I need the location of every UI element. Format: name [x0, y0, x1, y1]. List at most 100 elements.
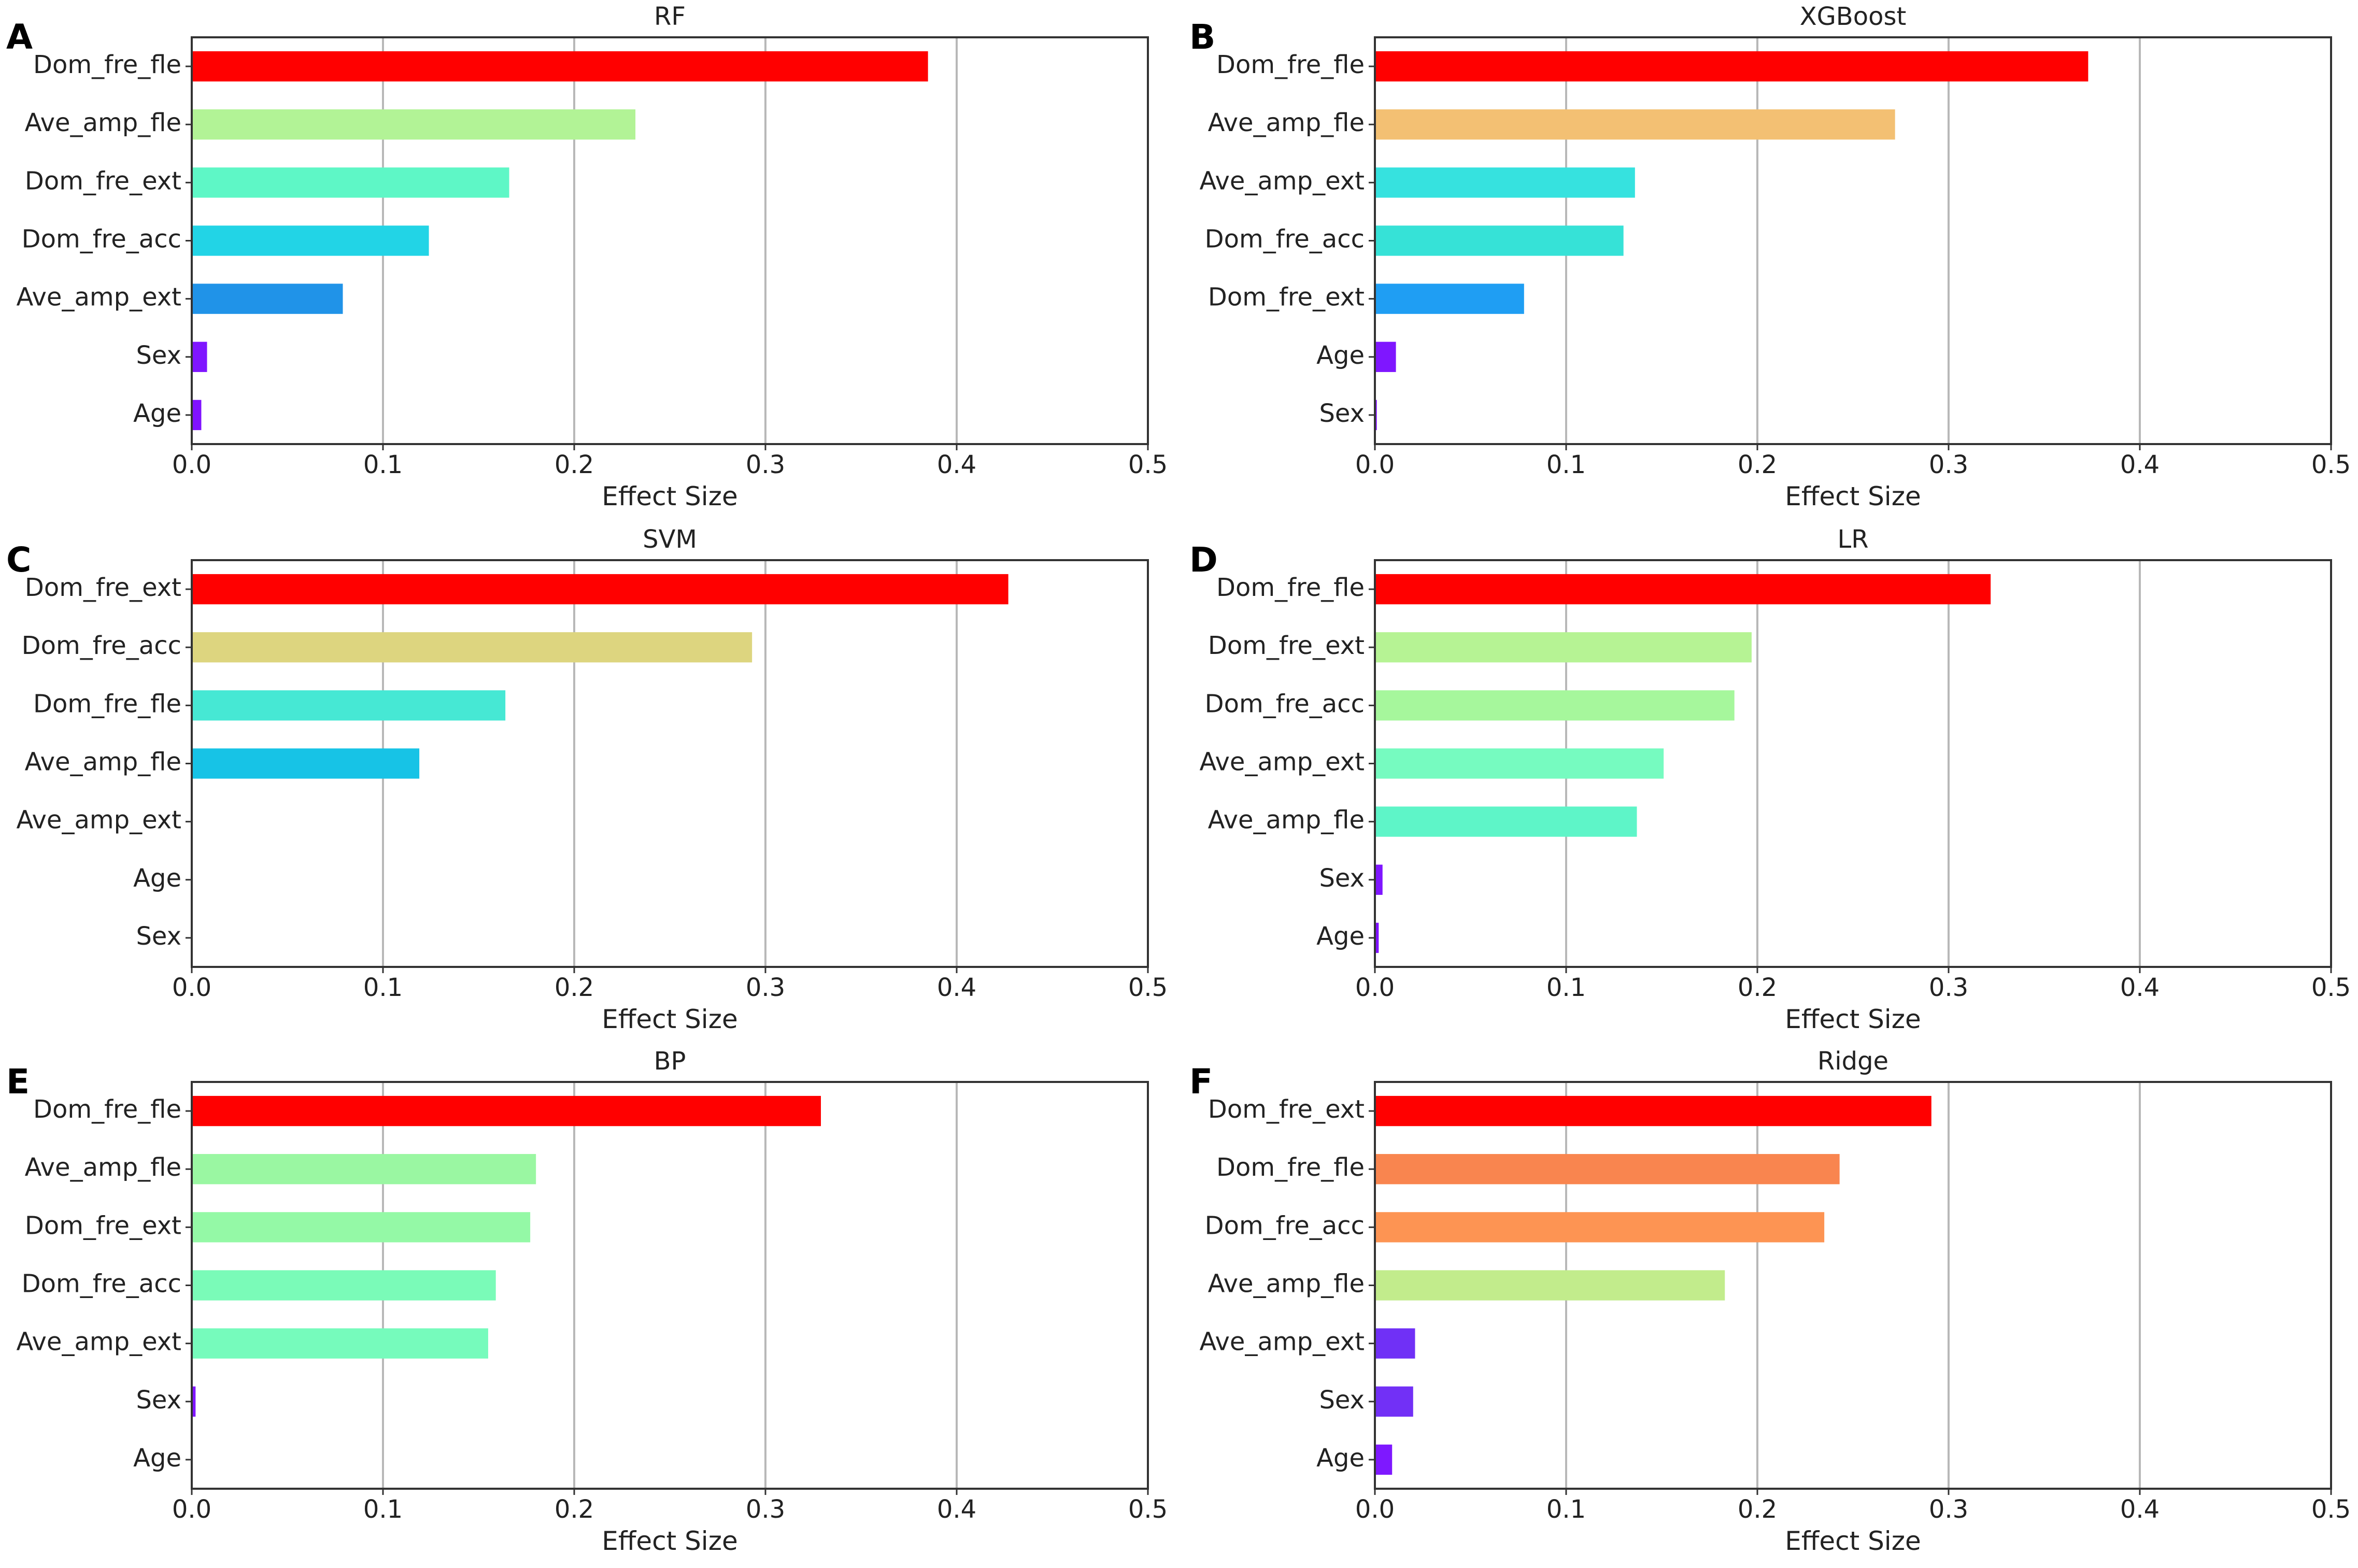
x-tick-label: 0.1: [363, 1495, 403, 1524]
y-tick-label: Dom_fre_fle: [33, 1095, 181, 1124]
bar-dom-fre-acc: [1375, 1212, 1825, 1243]
y-tick-label: Sex: [1319, 1386, 1365, 1415]
bar-ave-amp-fle: [192, 1154, 536, 1185]
y-tick-label: Ave_amp_ext: [1199, 166, 1365, 195]
y-tick-label: Age: [1316, 341, 1365, 370]
y-tick-label: Dom_fre_fle: [33, 50, 181, 79]
x-tick-label: 0.1: [1546, 1495, 1586, 1524]
y-tick-label: Dom_fre_ext: [1208, 631, 1365, 660]
x-tick-label: 0.2: [555, 450, 594, 479]
y-tick-label: Dom_fre_fle: [1216, 50, 1365, 79]
x-tick-label: 0.5: [1128, 973, 1168, 1002]
x-tick-label: 0.4: [2120, 450, 2160, 479]
bar-ave-amp-fle: [1375, 1270, 1725, 1301]
axes-frame: [191, 1081, 1149, 1490]
y-tick-label: Sex: [1319, 399, 1365, 428]
bar-sex: [192, 341, 207, 372]
x-tick-label: 0.1: [1546, 973, 1586, 1002]
panel-title-a: RF: [654, 2, 686, 31]
y-tick-label: Dom_fre_acc: [1205, 225, 1365, 254]
y-tick-label: Ave_amp_fle: [1208, 1270, 1365, 1299]
y-tick-label: Dom_fre_fle: [1216, 573, 1365, 602]
bar-sex: [1375, 1386, 1413, 1417]
y-tick-label: Ave_amp_ext: [1199, 748, 1365, 777]
bar-dom-fre-ext: [1375, 1095, 1931, 1127]
x-tick-label: 0.3: [746, 973, 785, 1002]
x-axis-label: Effect Size: [1785, 481, 1921, 511]
x-tick-label: 0.0: [1355, 973, 1395, 1002]
bar-dom-fre-fle: [192, 690, 506, 721]
x-tick-label: 0.1: [363, 973, 403, 1002]
x-tick-label: 0.5: [1128, 1495, 1168, 1524]
y-tick-label: Ave_amp_fle: [25, 748, 181, 777]
x-tick-label: 0.5: [1128, 450, 1168, 479]
bar-sex: [192, 1386, 196, 1417]
x-tick-label: 0.2: [555, 973, 594, 1002]
y-tick-label: Dom_fre_ext: [1208, 1095, 1365, 1124]
axes-frame: [1374, 1081, 2332, 1490]
x-tick-label: 0.3: [746, 1495, 785, 1524]
x-tick-label: 0.2: [555, 1495, 594, 1524]
y-tick-label: Ave_amp_ext: [16, 1328, 181, 1357]
y-tick-label: Ave_amp_fle: [1208, 108, 1365, 137]
panel-letter-c: C: [6, 540, 31, 580]
panel-title-f: Ridge: [1817, 1047, 1888, 1076]
bar-ave-amp-ext: [192, 1328, 488, 1359]
y-tick-label: Dom_fre_acc: [1205, 1211, 1365, 1240]
x-tick-label: 0.1: [363, 450, 403, 479]
axes-frame: [1374, 559, 2332, 968]
y-tick-label: Dom_fre_ext: [1208, 283, 1365, 312]
y-tick-label: Ave_amp_ext: [1199, 1328, 1365, 1357]
y-tick-label: Dom_fre_acc: [22, 631, 181, 660]
y-tick-label: Age: [133, 864, 181, 893]
y-tick-label: Sex: [136, 341, 181, 370]
bar-age: [1375, 341, 1396, 372]
x-axis-label: Effect Size: [602, 481, 737, 511]
y-tick-label: Ave_amp_fle: [25, 108, 181, 137]
bar-dom-fre-fle: [192, 1095, 821, 1127]
panel-e: E BP Dom_fre_fle Ave_amp_fle Dom_fre_ext Dom_…: [6, 1047, 1168, 1556]
bar-ave-amp-fle: [192, 748, 420, 779]
y-tick-label: Dom_fre_acc: [1205, 689, 1365, 718]
y-tick-label: Age: [133, 1444, 181, 1473]
y-tick-label: Age: [1316, 1444, 1365, 1473]
bar-dom-fre-ext: [192, 574, 1008, 605]
y-tick-label: Sex: [136, 1386, 181, 1415]
x-tick-label: 0.4: [2120, 1495, 2160, 1524]
x-tick-label: 0.2: [1738, 450, 1777, 479]
panel-letter-f: F: [1189, 1062, 1213, 1102]
x-tick-label: 0.0: [172, 450, 211, 479]
panel-title-b: XGBoost: [1800, 2, 1907, 31]
bar-ave-amp-fle: [192, 109, 636, 140]
y-tick-label: Ave_amp_ext: [16, 283, 181, 312]
y-tick-label: Dom_fre_ext: [25, 573, 181, 602]
bar-dom-fre-ext: [192, 1212, 531, 1243]
axes-frame: [191, 36, 1149, 445]
bar-dom-fre-fle: [1375, 51, 2089, 82]
bar-sex: [1375, 864, 1383, 895]
bar-age: [1375, 1444, 1393, 1475]
bar-ave-amp-ext: [1375, 748, 1664, 779]
panel-letter-a: A: [6, 17, 33, 57]
bar-ave-amp-ext: [1375, 1328, 1415, 1359]
panel-b: B XGBoost Dom_fre_fle Ave_amp_fle Ave_amp_ex…: [1189, 2, 2351, 511]
x-tick-label: 0.5: [2311, 450, 2351, 479]
bar-dom-fre-ext: [1375, 632, 1752, 663]
y-tick-label: Dom_fre_fle: [1216, 1153, 1365, 1182]
panel-title-e: BP: [654, 1047, 686, 1076]
y-tick-label: Dom_fre_fle: [33, 689, 181, 718]
bar-dom-fre-acc: [192, 632, 752, 663]
x-tick-label: 0.5: [2311, 1495, 2351, 1524]
y-tick-label: Sex: [136, 922, 181, 951]
panel-d: D LR Dom_fre_fle Dom_fre_ext Dom_fre_acc Ave_…: [1189, 525, 2351, 1034]
x-tick-label: 0.0: [172, 973, 211, 1002]
x-tick-label: 0.2: [1738, 973, 1777, 1002]
x-tick-label: 0.0: [1355, 1495, 1395, 1524]
x-tick-label: 0.4: [937, 1495, 976, 1524]
x-axis-label: Effect Size: [1785, 1526, 1921, 1556]
x-tick-label: 0.4: [937, 450, 976, 479]
y-tick-label: Sex: [1319, 864, 1365, 893]
bar-ave-amp-fle: [1375, 806, 1637, 837]
